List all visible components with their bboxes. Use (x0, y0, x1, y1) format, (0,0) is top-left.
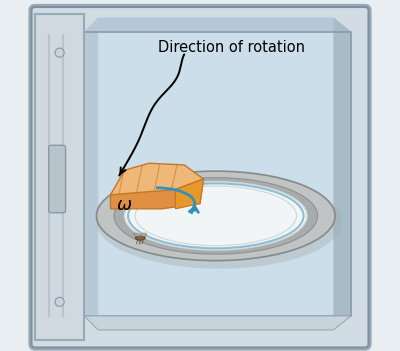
Ellipse shape (114, 178, 318, 254)
Ellipse shape (140, 233, 147, 237)
Ellipse shape (134, 233, 140, 237)
Polygon shape (84, 18, 98, 330)
FancyBboxPatch shape (30, 5, 370, 349)
Polygon shape (110, 163, 204, 195)
Ellipse shape (96, 171, 335, 260)
Polygon shape (333, 18, 351, 330)
Circle shape (55, 48, 64, 57)
Text: $\omega$: $\omega$ (116, 196, 133, 214)
Polygon shape (84, 32, 351, 316)
Ellipse shape (96, 176, 342, 269)
FancyBboxPatch shape (49, 145, 66, 213)
Polygon shape (84, 18, 351, 32)
Polygon shape (84, 316, 351, 330)
Text: Direction of rotation: Direction of rotation (158, 40, 305, 55)
Circle shape (55, 297, 64, 306)
Polygon shape (35, 14, 84, 340)
Polygon shape (84, 316, 351, 330)
Ellipse shape (136, 236, 145, 240)
Ellipse shape (124, 182, 307, 250)
Polygon shape (176, 179, 204, 209)
Polygon shape (110, 179, 204, 209)
